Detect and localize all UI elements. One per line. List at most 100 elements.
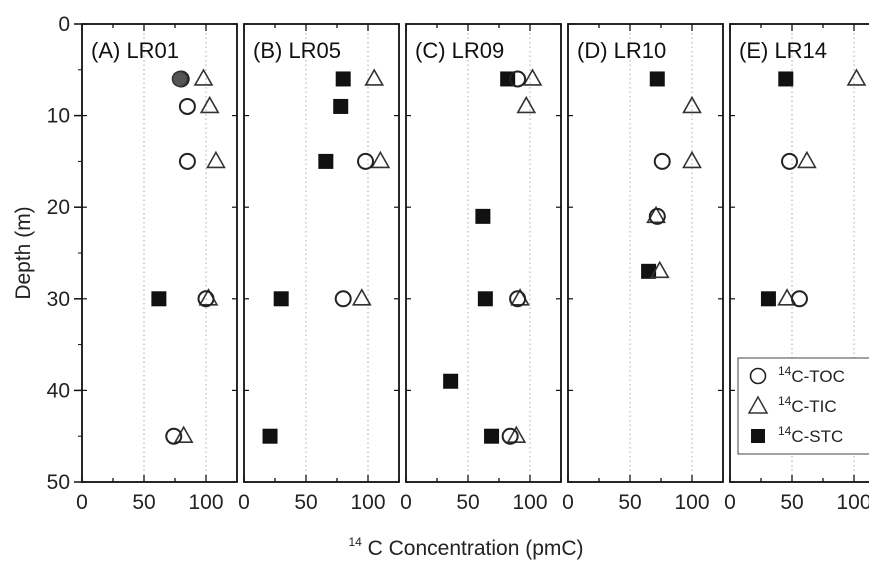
x-tick-label: 100 — [350, 491, 385, 514]
x-tick-label: 100 — [674, 491, 709, 514]
panel-title: (A) LR01 — [91, 38, 179, 63]
stc-point — [151, 291, 167, 307]
legend-label-sup: 14 — [778, 364, 792, 378]
legend-marker-toc — [749, 367, 767, 385]
x-tick-label: 50 — [294, 491, 317, 514]
x-axis-title-sup: 14 — [348, 535, 362, 549]
x-tick-label: 100 — [188, 491, 223, 514]
panel-1: 0 50 100 (A) LR01 — [76, 23, 238, 514]
x-tick-label: 0 — [76, 491, 88, 514]
tic-point — [199, 95, 220, 114]
panel-frame — [405, 23, 562, 483]
panel-3: 0 50 100 (C) LR09 — [400, 23, 562, 514]
panel-title: (C) LR09 — [415, 38, 504, 63]
tic-point — [846, 68, 867, 86]
tic-point — [370, 150, 391, 169]
stc-point — [778, 71, 794, 87]
x-tick-label: 0 — [400, 491, 412, 514]
stc-point — [649, 71, 665, 87]
stc-point — [333, 98, 349, 114]
stc-point — [443, 373, 459, 389]
x-tick-label: 50 — [618, 491, 641, 514]
x-axis-title: 14 C Concentration (pmC) — [348, 528, 583, 560]
x-tick-label: 100 — [836, 491, 869, 514]
x-tick-label: 50 — [780, 491, 803, 514]
toc-point — [178, 97, 196, 115]
tic-point — [649, 260, 670, 279]
legend-marker-tic — [747, 395, 769, 414]
x-tick-label: 0 — [724, 491, 736, 514]
stc-point — [475, 208, 491, 224]
tic-point — [522, 68, 543, 86]
x-tick-label: 50 — [456, 491, 479, 514]
legend-label-main: C-STC — [791, 427, 843, 446]
legend-label: 14C-TIC — [778, 394, 837, 416]
legend-label-main: C-TIC — [791, 397, 836, 416]
stc-point — [760, 291, 776, 307]
stc-point — [641, 263, 657, 279]
toc-point — [653, 152, 671, 170]
x-axis-title-main: C Concentration (pmC) — [368, 537, 584, 560]
tic-point — [646, 205, 666, 224]
y-tick-label: 50 — [47, 471, 70, 494]
stc-point — [484, 428, 500, 444]
tic-point — [506, 425, 527, 444]
toc-point — [197, 290, 215, 308]
x-tick-label: 50 — [132, 491, 155, 514]
panels: 0 50 100 (A) LR01 0 50 100 (B) LR05 0 50 100 (C) LR… — [76, 23, 869, 514]
y-tick-label: 40 — [47, 379, 70, 402]
toc-point — [334, 290, 352, 308]
legend-marker-stc — [751, 429, 765, 443]
tic-point — [682, 150, 702, 169]
stc-point — [262, 428, 278, 444]
panel-5: 0 50 100 (E) LR14 — [724, 23, 869, 514]
panel-frame — [243, 23, 400, 483]
toc-point — [781, 152, 799, 170]
x-tick-label: 0 — [562, 491, 574, 514]
tic-point — [173, 425, 194, 444]
y-axis-title: Depth (m) — [12, 206, 35, 299]
tic-point — [682, 95, 702, 114]
panel-title: (D) LR10 — [577, 38, 666, 63]
tic-point — [797, 150, 817, 169]
y-tick-label: 30 — [47, 288, 70, 311]
toc-point — [509, 290, 527, 308]
y-tick-label: 10 — [47, 105, 70, 128]
toc-point — [357, 152, 375, 170]
panel-title: (E) LR14 — [739, 38, 827, 63]
legend-label-main: C-TOC — [791, 367, 845, 386]
toc-point — [178, 152, 196, 170]
stc-point — [477, 291, 493, 307]
panel-title: (B) LR05 — [253, 38, 341, 63]
panel-4: 0 50 100 (D) LR10 — [562, 23, 724, 514]
panel-frame — [81, 23, 238, 483]
legend-label-sup: 14 — [778, 394, 792, 408]
toc-point — [790, 290, 808, 308]
legend-label: 14C-TOC — [778, 364, 845, 386]
legend-label-sup: 14 — [778, 424, 792, 438]
panel-2: 0 50 100 (B) LR05 — [238, 23, 400, 514]
y-tick-label: 20 — [47, 196, 70, 219]
panel-frame — [567, 23, 724, 483]
stc-point — [318, 153, 334, 169]
toc-point — [501, 427, 519, 445]
tic-point — [193, 68, 214, 86]
panel-frame — [729, 23, 869, 483]
stc-point — [273, 291, 289, 307]
stc-point — [335, 71, 351, 87]
toc-point — [648, 207, 666, 225]
x-tick-label: 0 — [238, 491, 250, 514]
tic-point — [351, 288, 372, 306]
y-tick-label: 0 — [58, 13, 70, 36]
toc-point — [509, 70, 527, 88]
tic-point — [206, 150, 226, 169]
tic-point — [364, 68, 385, 86]
y-axis: 0 10 20 30 40 50 — [47, 13, 82, 494]
tic-point — [516, 95, 537, 114]
toc-point — [165, 427, 183, 445]
x-tick-label: 100 — [512, 491, 547, 514]
toc-point-filled — [171, 70, 189, 88]
legend-label: 14C-STC — [778, 424, 843, 446]
